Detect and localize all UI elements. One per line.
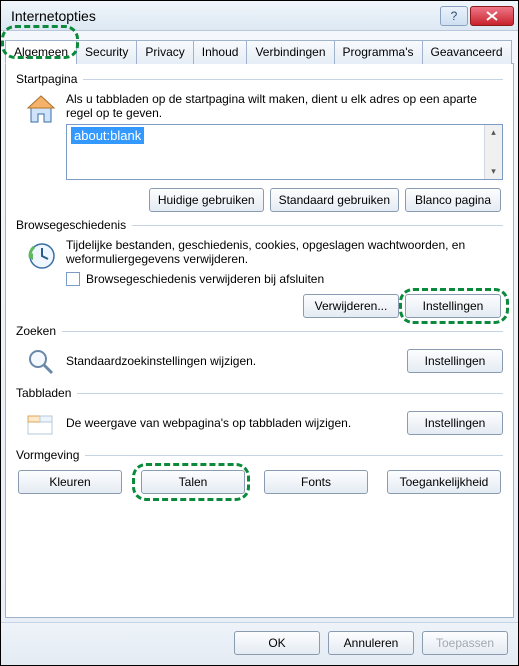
tab-algemeen[interactable]: Algemeen [5,40,77,64]
tab-verbindingen[interactable]: Verbindingen [246,40,334,64]
history-group: Browsegeschiedenis Tijdelijke bestanden,… [16,218,503,318]
tab-inhoud[interactable]: Inhoud [193,40,248,64]
help-button[interactable]: ? [440,6,468,26]
appearance-group: Vormgeving Kleuren Talen Fonts Toegankel… [16,448,503,494]
divider [62,331,503,332]
apply-button[interactable]: Toepassen [422,631,508,655]
startpagina-group: Startpagina Als u tabbladen op de startp… [16,72,503,212]
dialog-footer: OK Annuleren Toepassen [1,622,518,665]
scrollbar[interactable]: ▴ ▾ [484,125,502,179]
accessibility-button[interactable]: Toegankelijkheid [387,470,501,494]
search-settings-button[interactable]: Instellingen [407,349,503,373]
history-icon [22,238,60,272]
scroll-up-icon[interactable]: ▴ [491,127,496,138]
window-title: Internetopties [11,8,438,24]
cancel-button[interactable]: Annuleren [328,631,414,655]
search-instruction: Standaardzoekinstellingen wijzigen. [66,354,407,368]
tabs-group: Tabbladen De weergave van webpagina's op… [16,386,503,442]
tab-programmas[interactable]: Programma's [334,40,423,64]
general-panel: Startpagina Als u tabbladen op de startp… [5,64,514,618]
divider [85,455,503,456]
internet-options-window: Internetopties ? Algemeen Security Priva… [0,0,519,666]
history-settings-button[interactable]: Instellingen [405,294,501,318]
languages-button[interactable]: Talen [141,470,245,494]
divider [83,79,503,80]
history-label: Browsegeschiedenis [16,218,126,232]
colors-button[interactable]: Kleuren [18,470,122,494]
tabs-settings-button[interactable]: Instellingen [407,411,503,435]
delete-on-exit-checkbox[interactable] [66,272,80,286]
fonts-button[interactable]: Fonts [264,470,368,494]
delete-on-exit-label: Browsegeschiedenis verwijderen bij afslu… [86,272,324,286]
close-button[interactable] [470,6,514,26]
startpagina-label: Startpagina [16,72,77,86]
startpagina-instruction: Als u tabbladen op de startpagina wilt m… [66,92,503,120]
search-group: Zoeken Standaardzoekinstellingen wijzige… [16,324,503,380]
history-instruction: Tijdelijke bestanden, geschiedenis, cook… [66,238,503,266]
tabs-icon [22,406,60,440]
tab-security[interactable]: Security [76,40,137,64]
divider [132,225,503,226]
appearance-label: Vormgeving [16,448,79,462]
home-icon [22,92,60,126]
homepage-value: about:blank [71,127,144,144]
divider [77,393,503,394]
use-blank-button[interactable]: Blanco pagina [405,188,501,212]
search-label: Zoeken [16,324,56,338]
search-icon [22,344,60,378]
tab-geavanceerd[interactable]: Geavanceerd [422,40,512,64]
homepage-textarea[interactable]: about:blank ▴ ▾ [66,124,503,180]
ok-button[interactable]: OK [234,631,320,655]
tabs-section-label: Tabbladen [16,386,71,400]
use-default-button[interactable]: Standaard gebruiken [270,188,399,212]
use-current-button[interactable]: Huidige gebruiken [149,188,264,212]
titlebar: Internetopties ? [1,1,518,31]
tab-privacy[interactable]: Privacy [136,40,193,64]
history-delete-button[interactable]: Verwijderen... [303,294,399,318]
tab-strip: Algemeen Security Privacy Inhoud Verbind… [5,39,514,64]
tabs-instruction: De weergave van webpagina's op tabbladen… [66,416,407,430]
scroll-down-icon[interactable]: ▾ [491,166,496,177]
